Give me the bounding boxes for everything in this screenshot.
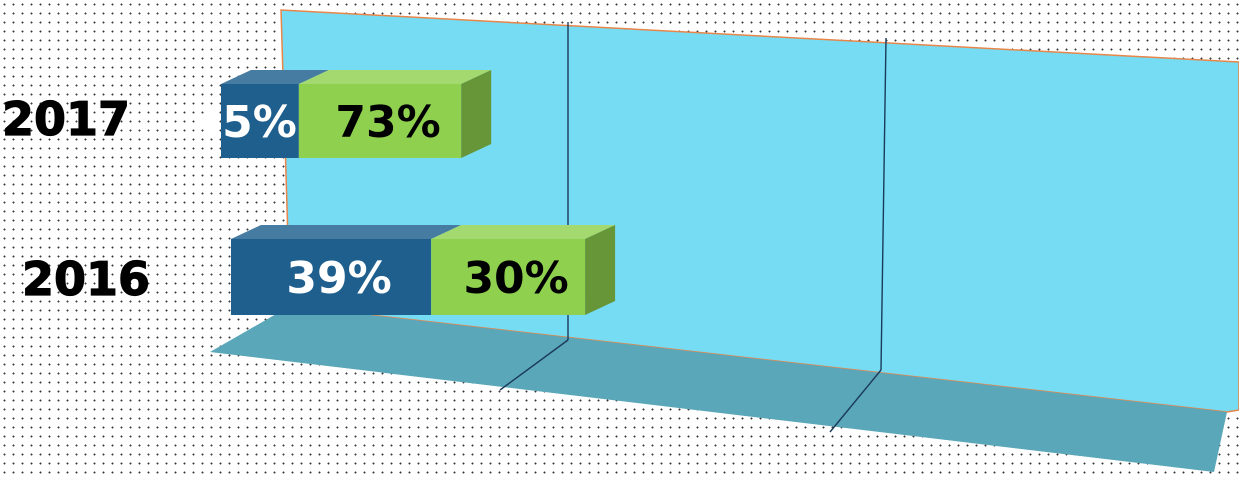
bar-front-2016-1 <box>231 239 432 315</box>
bar-front-2017-1 <box>221 84 299 158</box>
bar-top-2017-1 <box>221 70 329 84</box>
bar-front-2016-2 <box>431 239 586 315</box>
data-label-2016-2: 30% <box>463 253 568 304</box>
bar-side-2016 <box>585 225 616 315</box>
floor-gridline <box>499 339 569 391</box>
bar-top-2016-2 <box>431 225 616 239</box>
bar-2016-series-1: 39% <box>231 225 462 315</box>
wall-gridline <box>880 37 887 371</box>
bar-front-2017-2 <box>298 84 462 158</box>
bar-side-2017 <box>461 70 492 158</box>
category-label-2017: 2017 <box>2 92 130 146</box>
bar-2017-series-1: 35% <box>192 70 329 158</box>
floor-gridline <box>829 369 882 433</box>
data-label-2017-2: 73% <box>335 97 440 148</box>
bar-layer: 35% 73% 39% 30% <box>192 70 616 315</box>
bar-top-2016-1 <box>231 225 462 239</box>
data-label-2016-1: 39% <box>286 253 391 304</box>
bar-2016-series-2: 30% <box>431 225 616 315</box>
category-label-2016: 2016 <box>22 252 150 306</box>
chart-floor <box>210 306 1227 472</box>
bar-top-2017-2 <box>298 70 492 84</box>
data-label-2017-1: 35% <box>192 97 297 148</box>
category-axis: 2017 2016 <box>1 91 150 306</box>
bar-2017-series-2: 73% <box>298 70 492 158</box>
